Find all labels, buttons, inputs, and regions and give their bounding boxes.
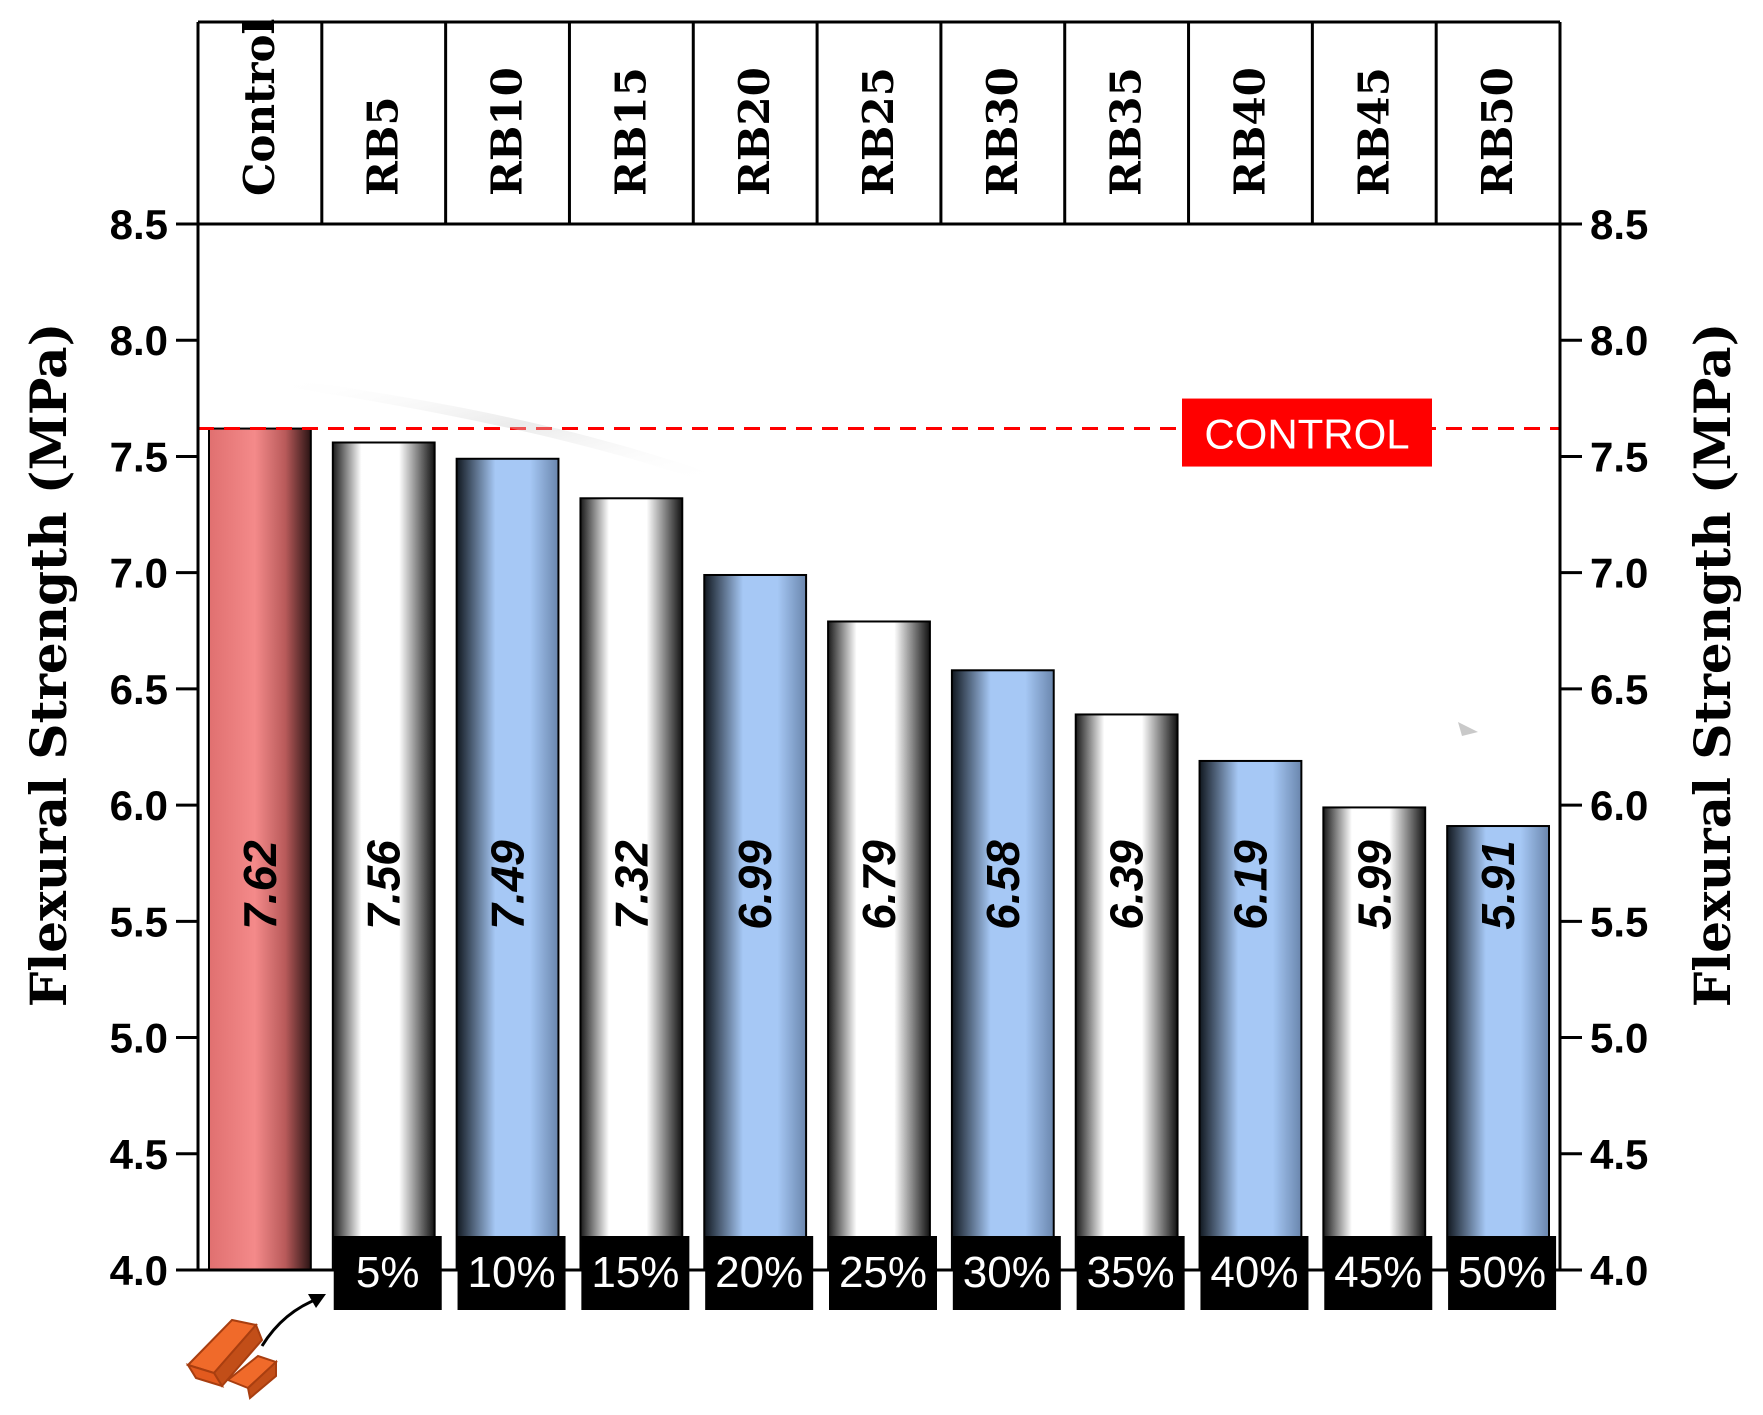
percent-label: 10% xyxy=(468,1248,556,1297)
percent-label-box xyxy=(1076,1236,1185,1310)
category-label: RB10 xyxy=(483,67,532,196)
category-label: RB20 xyxy=(730,67,779,196)
category-label: RB30 xyxy=(978,67,1027,196)
control-reference-line: CONTROL xyxy=(198,398,1560,467)
bar-series: 7.62 7.56 7.49 7.32 6.99 6.79 6.58 6.39 6.19 5.99… xyxy=(208,427,1550,1272)
brick-icon xyxy=(185,1318,278,1400)
bar-value-label: 6.79 xyxy=(853,840,905,930)
category-label: RB35 xyxy=(1102,67,1151,196)
glare-streak xyxy=(275,378,715,482)
y-tick-label-right: 4.5 xyxy=(1590,1131,1648,1178)
percent-label-box xyxy=(829,1236,937,1310)
reference-label-box xyxy=(1182,398,1432,467)
y-tick-label-right: 6.5 xyxy=(1590,666,1648,713)
percent-label: 40% xyxy=(1210,1248,1298,1297)
percent-label-box xyxy=(333,1236,442,1310)
percent-label: 45% xyxy=(1334,1248,1422,1297)
y-tick-label-left: 7.0 xyxy=(110,550,168,597)
y-tick-label-right: 7.5 xyxy=(1590,433,1648,480)
bar-value-label: 6.58 xyxy=(977,840,1029,930)
percent-label-box xyxy=(1448,1236,1557,1310)
percent-label-box xyxy=(1200,1236,1309,1310)
bar xyxy=(331,441,436,1271)
y-tick-label-left: 4.5 xyxy=(110,1131,168,1178)
category-label: RB45 xyxy=(1349,67,1398,196)
y-tick-label-right: 6.0 xyxy=(1590,782,1648,829)
bar-value-label: 6.99 xyxy=(729,840,781,930)
bar xyxy=(1074,713,1179,1271)
y-tick-label-left: 6.5 xyxy=(110,666,168,713)
percent-label-box xyxy=(581,1236,690,1310)
y-tick-label-left: 4.0 xyxy=(110,1247,168,1294)
category-label: RB15 xyxy=(606,67,655,196)
reference-label: CONTROL xyxy=(1204,411,1409,458)
y-axis-title-right: Flexural Strength (MPa) xyxy=(1683,323,1742,1007)
bar xyxy=(950,669,1055,1271)
bar-value-label: 7.32 xyxy=(605,840,657,930)
percent-label-box xyxy=(1324,1236,1433,1310)
y-tick-label-right: 7.0 xyxy=(1590,550,1648,597)
percent-label: 30% xyxy=(963,1248,1051,1297)
bar xyxy=(455,457,560,1272)
bar-value-label: 6.19 xyxy=(1224,840,1276,930)
y-axis-title-left: Flexural Strength (MPa) xyxy=(19,323,78,1007)
y-tick-label-right: 4.0 xyxy=(1590,1247,1648,1294)
curved-arrow-icon xyxy=(260,1294,326,1347)
y-tick-label-left: 8.5 xyxy=(110,201,168,248)
y-tick-label-left: 6.0 xyxy=(110,782,168,829)
y-tick-label-left: 5.0 xyxy=(110,1015,168,1062)
y-tick-label-right: 5.5 xyxy=(1590,898,1648,945)
bar xyxy=(827,620,931,1271)
category-label: RB5 xyxy=(359,96,408,196)
y-tick-label-right: 8.5 xyxy=(1590,201,1648,248)
percent-label-box xyxy=(952,1236,1061,1310)
bar xyxy=(208,427,312,1272)
percent-label: 25% xyxy=(839,1248,927,1297)
bar-value-label: 5.99 xyxy=(1348,840,1400,930)
category-label: Control xyxy=(235,19,284,196)
axes: 4.0 4.0 4.5 4.5 5.0 5.0 5.5 5.5 6.0 6.0 6.5 6.5 7.0 7… xyxy=(110,201,1649,1294)
category-label: RB40 xyxy=(1225,67,1274,196)
y-tick-label-right: 8.0 xyxy=(1590,317,1648,364)
glare-streak-small xyxy=(1458,722,1478,736)
bar-value-label: 6.39 xyxy=(1101,840,1153,930)
bar-value-label: 5.91 xyxy=(1472,840,1524,930)
y-tick-label-left: 8.0 xyxy=(110,317,168,364)
percent-label: 5% xyxy=(356,1248,420,1297)
percent-label: 35% xyxy=(1087,1248,1175,1297)
y-tick-label-left: 5.5 xyxy=(110,898,168,945)
bar xyxy=(1446,825,1550,1272)
bar xyxy=(703,573,808,1271)
category-label: RB25 xyxy=(854,67,903,196)
category-label: RB50 xyxy=(1473,67,1522,196)
bar-value-label: 7.49 xyxy=(482,840,534,930)
bar xyxy=(1198,759,1303,1271)
category-header-row: Control RB5 RB10 RB15 RB20 RB25 RB30 RB35 RB40 RB… xyxy=(196,19,1562,224)
percent-label: 50% xyxy=(1458,1248,1546,1297)
y-tick-label-right: 5.0 xyxy=(1590,1015,1648,1062)
percent-label: 15% xyxy=(591,1248,679,1297)
percent-label-box xyxy=(457,1236,566,1310)
y-tick-label-left: 7.5 xyxy=(110,433,168,480)
percent-label-box xyxy=(705,1236,814,1310)
bar-value-label: 7.56 xyxy=(358,840,410,930)
bar-value-label: 7.62 xyxy=(234,840,286,930)
percent-label: 20% xyxy=(715,1248,803,1297)
replacement-percent-labels: 5% 10% 15% 20% 25% 30% 35% 40% 45% 50% xyxy=(333,1236,1557,1310)
